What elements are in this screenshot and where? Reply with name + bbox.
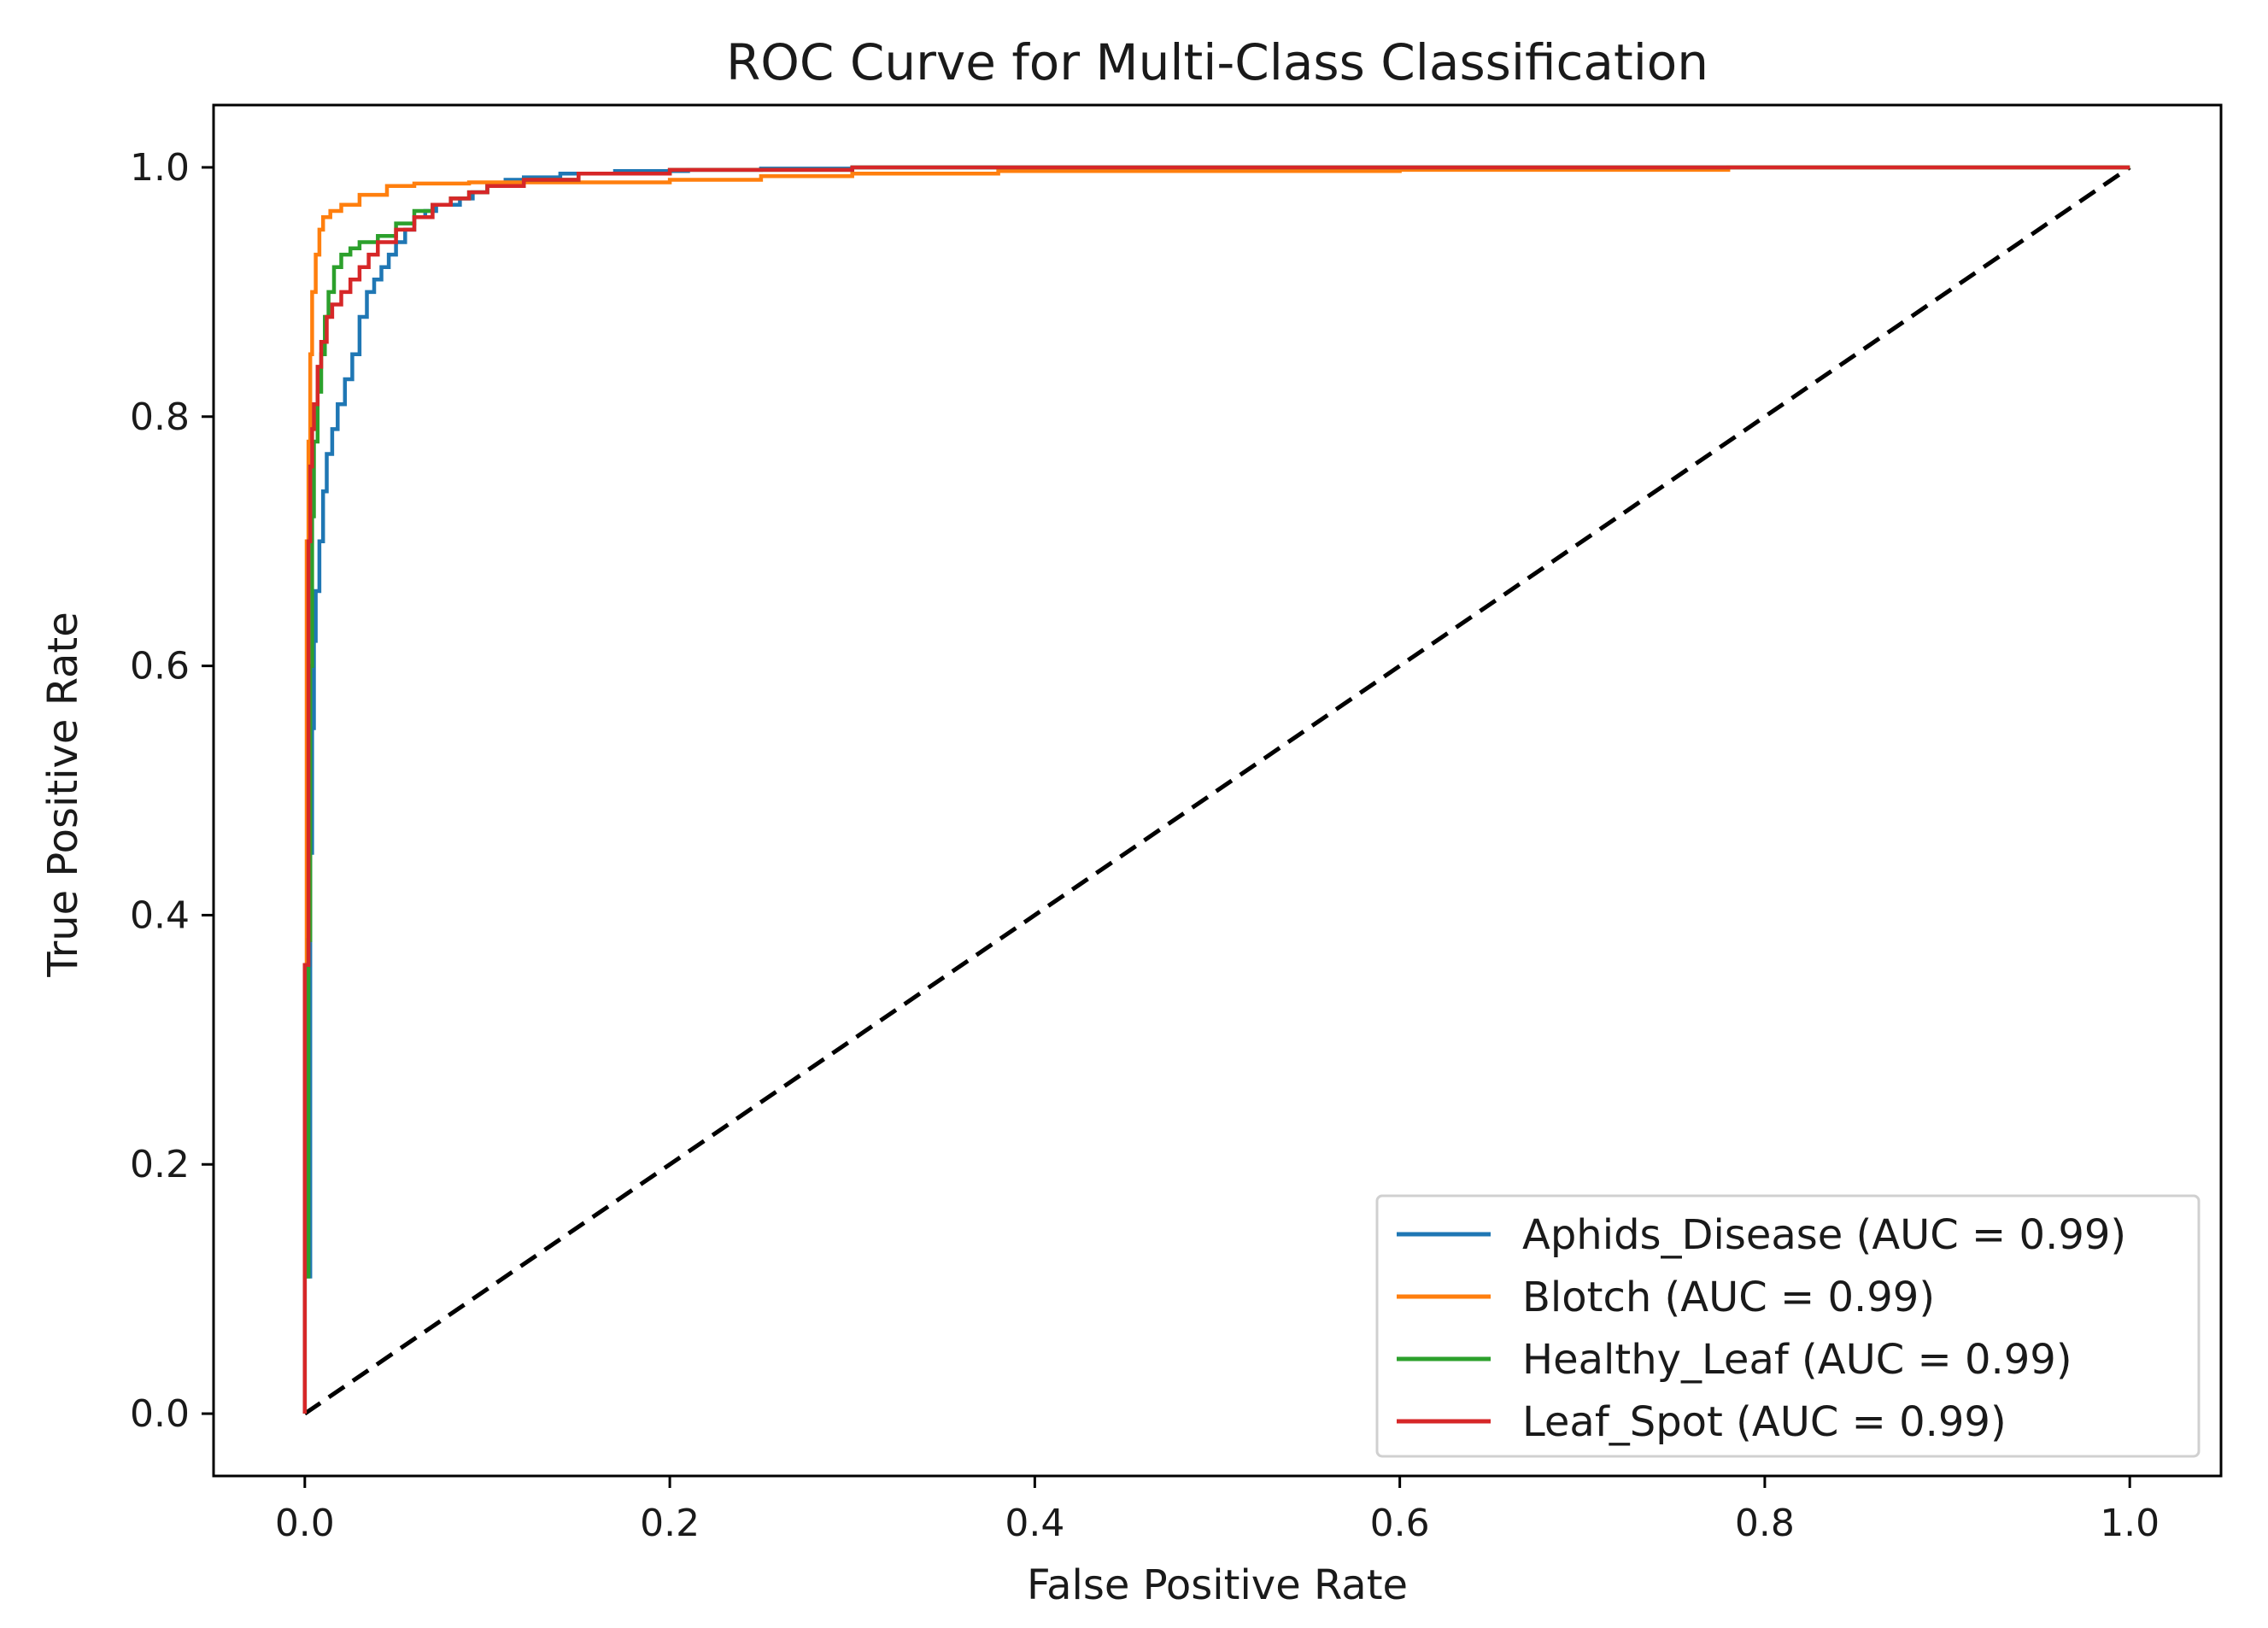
y-tick-label: 0.4 [130, 893, 190, 937]
x-axis-label: False Positive Rate [1027, 1561, 1408, 1609]
legend: Aphids_Disease (AUC = 0.99) Blotch (AUC =… [1375, 1194, 2201, 1458]
legend-label: Leaf_Spot (AUC = 0.99) [1522, 1398, 2007, 1446]
chart-title: ROC Curve for Multi-Class Classification [726, 33, 1708, 91]
plot-frame [212, 103, 2223, 1478]
x-tick-label: 0.0 [275, 1502, 335, 1545]
legend-label: Aphids_Disease (AUC = 0.99) [1522, 1211, 2126, 1259]
roc-line-leaf-spot [302, 165, 2130, 1414]
series-layer [302, 165, 2131, 1416]
roc-line-blotch [302, 165, 2130, 1414]
y-tick-label: 0.2 [130, 1143, 190, 1186]
y-axis: 0.0 0.2 0.4 0.6 0.8 1.0 [130, 146, 214, 1436]
x-tick-label: 0.4 [1005, 1502, 1064, 1545]
chance-diagonal-line [303, 165, 2131, 1416]
y-tick-label: 0.6 [130, 645, 190, 688]
x-axis: 0.0 0.2 0.4 0.6 0.8 1.0 [275, 1476, 2160, 1545]
y-tick-label: 0.0 [130, 1392, 190, 1436]
legend-frame [1375, 1194, 2201, 1458]
x-tick-label: 0.8 [1735, 1502, 1795, 1545]
x-tick-label: 0.6 [1370, 1502, 1430, 1545]
y-tick-label: 0.8 [130, 395, 190, 439]
x-tick-label: 1.0 [2100, 1502, 2160, 1545]
legend-label: Blotch (AUC = 0.99) [1522, 1274, 1935, 1321]
y-tick-label: 1.0 [130, 146, 190, 190]
y-axis-label: True Positive Rate [39, 612, 87, 978]
roc-line-aphids-disease [302, 165, 2130, 1414]
legend-label: Healthy_Leaf (AUC = 0.99) [1522, 1336, 2072, 1384]
x-tick-label: 0.2 [640, 1502, 700, 1545]
